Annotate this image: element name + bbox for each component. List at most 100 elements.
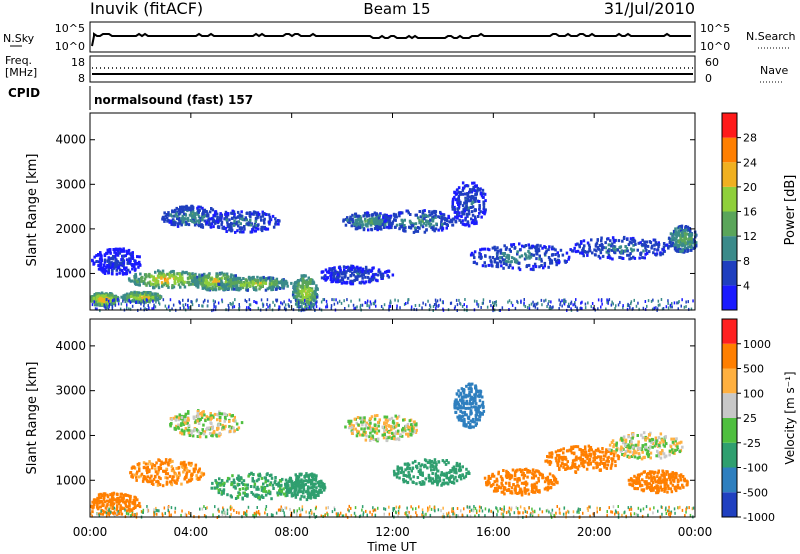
heatmap-cell	[103, 272, 107, 275]
heatmap-cell	[256, 301, 258, 305]
heatmap-cell	[389, 428, 393, 432]
heatmap-cell	[229, 429, 232, 433]
heatmap-cell	[136, 504, 140, 507]
heatmap-cell	[344, 223, 348, 227]
heatmap-cell	[279, 479, 283, 483]
heatmap-cell	[171, 475, 175, 479]
heatmap-cell	[464, 298, 466, 301]
heatmap-cell	[102, 269, 106, 272]
heatmap-cell	[368, 424, 372, 428]
heatmap-cell	[255, 211, 258, 215]
heatmap-cell	[471, 195, 475, 199]
heatmap-cell	[300, 292, 304, 295]
heatmap-cell	[152, 482, 155, 486]
heatmap-cell	[226, 287, 229, 291]
heatmap-cell	[110, 495, 114, 499]
heatmap-cell	[406, 209, 410, 213]
heatmap-cell	[187, 281, 190, 285]
heatmap-cell	[364, 301, 366, 305]
heatmap-cell	[175, 466, 178, 470]
heatmap-cell	[232, 223, 236, 227]
heatmap-cell	[96, 503, 99, 507]
heatmap-cell	[111, 265, 114, 269]
heatmap-cell	[200, 215, 204, 219]
heatmap-cell	[144, 475, 147, 479]
heatmap-cell	[184, 427, 188, 430]
heatmap-cell	[359, 303, 362, 307]
heatmap-cell	[138, 501, 141, 505]
heatmap-cell	[175, 211, 178, 215]
heatmap-cell	[470, 190, 473, 194]
heatmap-cell	[233, 275, 236, 279]
heatmap-cell	[274, 303, 276, 307]
heatmap-cell	[380, 275, 383, 279]
heatmap-cell	[496, 251, 499, 255]
heatmap-cell	[152, 275, 155, 279]
heatmap-cell	[681, 231, 684, 235]
heatmap-cell	[294, 289, 298, 293]
heatmap-cell	[674, 227, 677, 231]
heatmap-cell	[382, 214, 385, 218]
heatmap-cell	[510, 256, 514, 260]
heatmap-cell	[140, 302, 142, 306]
heatmap-cell	[421, 473, 424, 477]
heatmap-cell	[99, 263, 102, 267]
heatmap-cell	[201, 224, 204, 227]
heatmap-cell	[310, 305, 313, 309]
heatmap-cell	[454, 192, 458, 196]
heatmap-cell	[128, 504, 131, 508]
heatmap-cell	[212, 299, 215, 303]
heatmap-cell	[99, 309, 101, 313]
heatmap-cell	[175, 415, 179, 419]
heatmap-cell	[656, 248, 660, 252]
heatmap-cell	[192, 429, 195, 433]
heatmap-cell	[105, 306, 107, 310]
heatmap-cell	[201, 273, 204, 277]
heatmap-cell	[162, 283, 166, 287]
heatmap-cell	[157, 475, 161, 479]
heatmap-cell	[455, 298, 458, 302]
heatmap-cell	[290, 482, 293, 486]
heatmap-cell	[302, 485, 305, 489]
heatmap-cell	[266, 298, 269, 302]
heatmap-cell	[124, 272, 128, 276]
heatmap-cell	[342, 265, 346, 269]
heatmap-cell	[144, 477, 147, 481]
heatmap-cell	[300, 274, 303, 278]
heatmap-cell	[225, 277, 228, 281]
heatmap-cell	[407, 427, 410, 431]
heatmap-cell	[153, 286, 156, 290]
heatmap-cell	[348, 421, 351, 425]
heatmap-cell	[694, 244, 698, 248]
heatmap-cell	[401, 224, 404, 228]
heatmap-cell	[282, 487, 285, 491]
heatmap-cell	[183, 205, 186, 209]
heatmap-cell	[187, 411, 190, 415]
heatmap-cell	[480, 215, 483, 219]
heatmap-cell	[612, 302, 614, 306]
heatmap-cell	[410, 307, 413, 311]
heatmap-cell	[534, 249, 538, 252]
ytick-label: 2000	[55, 222, 86, 236]
heatmap-cell	[181, 208, 185, 211]
heatmap-cell	[260, 284, 263, 288]
heatmap-cell	[197, 210, 200, 214]
heatmap-cell	[234, 230, 237, 234]
heatmap-cell	[164, 458, 168, 462]
heatmap-cell	[292, 290, 295, 294]
heatmap-cell	[233, 415, 236, 419]
heatmap-cell	[655, 253, 658, 257]
colorbar-tick-label: 16	[743, 206, 757, 219]
heatmap-cell	[267, 276, 270, 280]
heatmap-cell	[192, 279, 195, 283]
heatmap-cell	[234, 277, 238, 281]
heatmap-cell	[359, 281, 363, 285]
heatmap-cell	[202, 472, 206, 476]
heatmap-cell	[183, 415, 186, 419]
heatmap-cell	[315, 293, 318, 296]
heatmap-cell	[301, 286, 304, 290]
heatmap-cell	[513, 246, 516, 250]
heatmap-cell	[214, 479, 217, 483]
heatmap-cell	[673, 238, 676, 242]
heatmap-cell	[445, 219, 449, 223]
